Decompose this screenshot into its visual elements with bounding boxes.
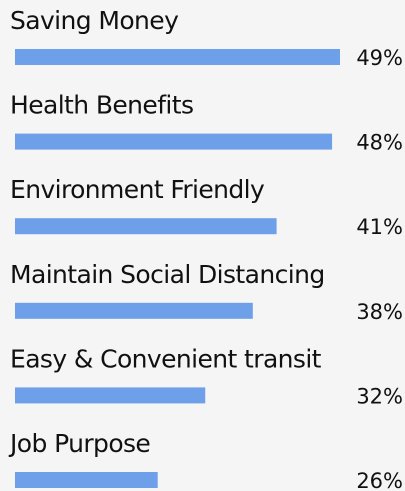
- value-label: 48%: [356, 131, 403, 155]
- bar: [15, 387, 206, 404]
- category-label: Maintain Social Distancing: [10, 260, 325, 289]
- bar: [15, 49, 340, 65]
- bar: [15, 133, 333, 150]
- value-label: 38%: [356, 300, 403, 324]
- value-label: 49%: [356, 46, 403, 70]
- bar: [15, 302, 253, 319]
- value-label: 26%: [356, 469, 403, 491]
- bar: [15, 472, 158, 488]
- value-label: 41%: [356, 215, 403, 239]
- category-label: Job Purpose: [8, 429, 150, 458]
- bar: [15, 218, 277, 235]
- value-label: 32%: [356, 384, 403, 408]
- category-label: Easy & Convenient transit: [10, 344, 322, 373]
- category-label: Health Benefits: [10, 91, 193, 120]
- category-label: Environment Friendly: [10, 175, 265, 204]
- category-label: Saving Money: [10, 6, 179, 35]
